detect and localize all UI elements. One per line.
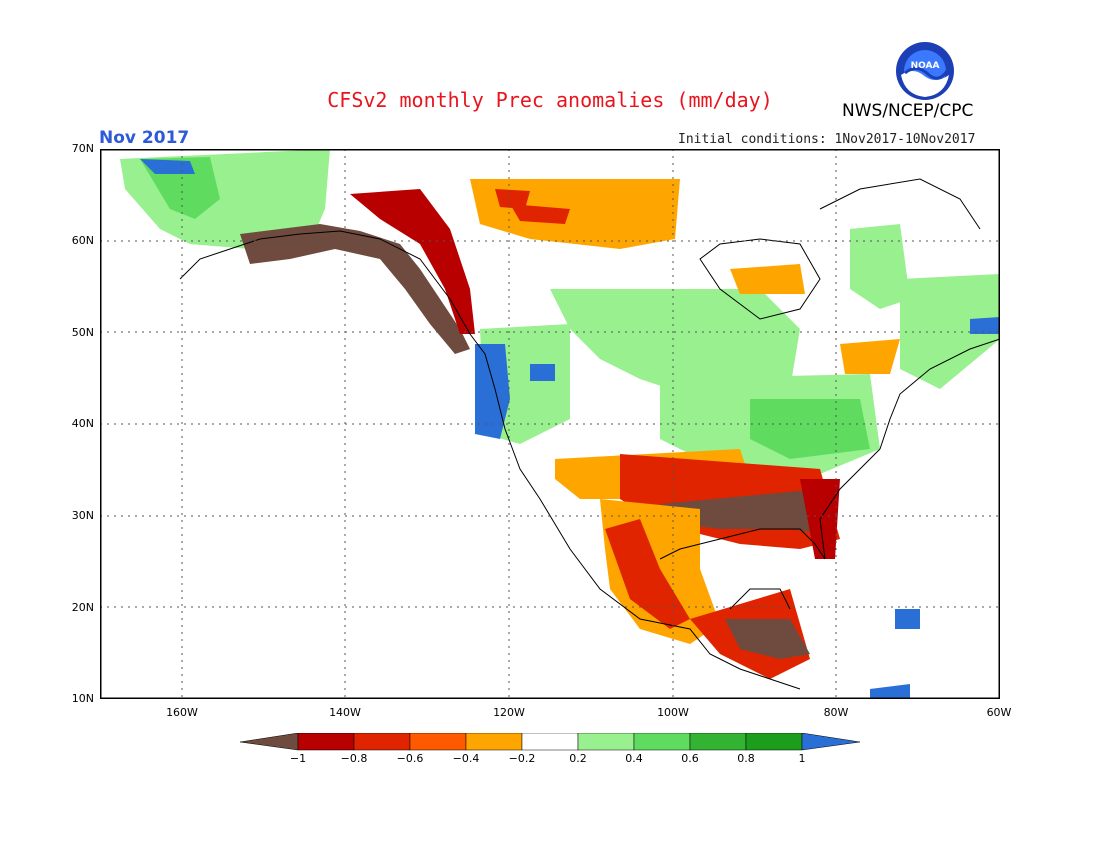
colorbar-swatch-06-to-08 <box>689 733 747 751</box>
anomaly-caribbean-blue <box>895 609 920 629</box>
colorbar-swatch-minus06-to-minus04 <box>409 733 467 751</box>
noaa-logo-text: NOAA <box>911 61 940 71</box>
colorbar-swatch-minus04-to-minus02 <box>465 733 523 751</box>
colorbar-label-minus04: −0.4 <box>452 752 480 765</box>
noaa-logo: NOAA <box>896 42 954 100</box>
colorbar-swatch-minus1-to-minus08 <box>297 733 355 751</box>
anomaly-quebec-orange <box>840 339 900 374</box>
anomaly-gulf-alaska-brown <box>240 224 470 354</box>
anomaly-field <box>120 149 1000 699</box>
map-title: CFSv2 monthly Prec anomalies (mm/day) <box>327 88 773 112</box>
lon-label-120w: 120W <box>493 706 525 719</box>
anomaly-central-america-brown <box>725 619 810 659</box>
anomaly-hudson-orange <box>730 264 805 294</box>
anomaly-quebec-green <box>850 224 910 309</box>
anomaly-mexico-red <box>605 519 690 629</box>
colorbar-label-minus02: −0.2 <box>508 752 536 765</box>
graticule <box>100 149 1000 699</box>
coastline-gulf-mexico <box>659 448 881 560</box>
lon-label-140w: 140W <box>329 706 361 719</box>
colorbar-label-08: 0.8 <box>737 752 755 765</box>
anomaly-idaho-blue <box>530 364 555 381</box>
coastlines <box>179 178 1000 690</box>
colorbar-swatch-02-to-04 <box>577 733 635 751</box>
colorbar-label-minus08: −0.8 <box>340 752 368 765</box>
colorbar <box>240 733 861 751</box>
anomaly-caribbean-blue2 <box>870 684 910 699</box>
colorbar-swatch-lt-minus1 <box>240 733 299 751</box>
colorbar-label-04: 0.4 <box>625 752 643 765</box>
lat-label-70n: 70N <box>71 142 94 155</box>
anomaly-yukon-red <box>495 189 530 209</box>
anomaly-yukon-red2 <box>510 204 570 224</box>
colorbar-swatch-08-to-1 <box>745 733 803 751</box>
anomaly-alaska-blue <box>140 159 195 174</box>
lon-label-80w: 80W <box>823 706 849 719</box>
colorbar-label-minus1: −1 <box>289 752 307 765</box>
coastline-yucatan <box>729 588 791 610</box>
coastline-alaska <box>179 230 801 690</box>
anomaly-labrador-blue <box>970 317 1000 334</box>
coastline-hudson <box>699 238 821 320</box>
colorbar-swatch-04-to-06 <box>633 733 691 751</box>
anomaly-gulf-coast-brown <box>660 489 825 534</box>
initial-conditions: Initial conditions: 1Nov2017-10Nov2017 <box>678 132 976 147</box>
agency-label: NWS/NCEP/CPC <box>842 101 974 121</box>
coastline-baffin <box>819 178 981 230</box>
lat-label-10n: 10N <box>71 692 94 705</box>
lat-label-60n: 60N <box>71 234 94 247</box>
colorbar-swatch-neutral <box>521 733 579 751</box>
lat-label-20n: 20N <box>71 601 94 614</box>
anomaly-labrador-green <box>900 274 1000 389</box>
anomaly-canada-green <box>550 289 800 399</box>
lat-label-50n: 50N <box>71 326 94 339</box>
colorbar-swatch-minus08-to-minus06 <box>353 733 411 751</box>
lon-label-100w: 100W <box>657 706 689 719</box>
colorbar-swatch-gt-1 <box>801 733 861 751</box>
coastline-east <box>879 338 1000 450</box>
forecast-month: Nov 2017 <box>99 128 190 148</box>
precip-anomaly-map <box>100 149 1000 699</box>
anomaly-bc-red <box>350 189 475 334</box>
colorbar-label-02: 0.2 <box>569 752 587 765</box>
lat-label-30n: 30N <box>71 509 94 522</box>
map-frame <box>100 149 1000 699</box>
colorbar-label-minus06: −0.6 <box>396 752 424 765</box>
lon-label-60w: 60W <box>986 706 1012 719</box>
lat-label-40n: 40N <box>71 417 94 430</box>
lon-label-160w: 160W <box>166 706 198 719</box>
colorbar-label-06: 0.6 <box>681 752 699 765</box>
colorbar-label-1: 1 <box>798 752 806 765</box>
anomaly-ohio-darkgreen <box>750 399 870 459</box>
